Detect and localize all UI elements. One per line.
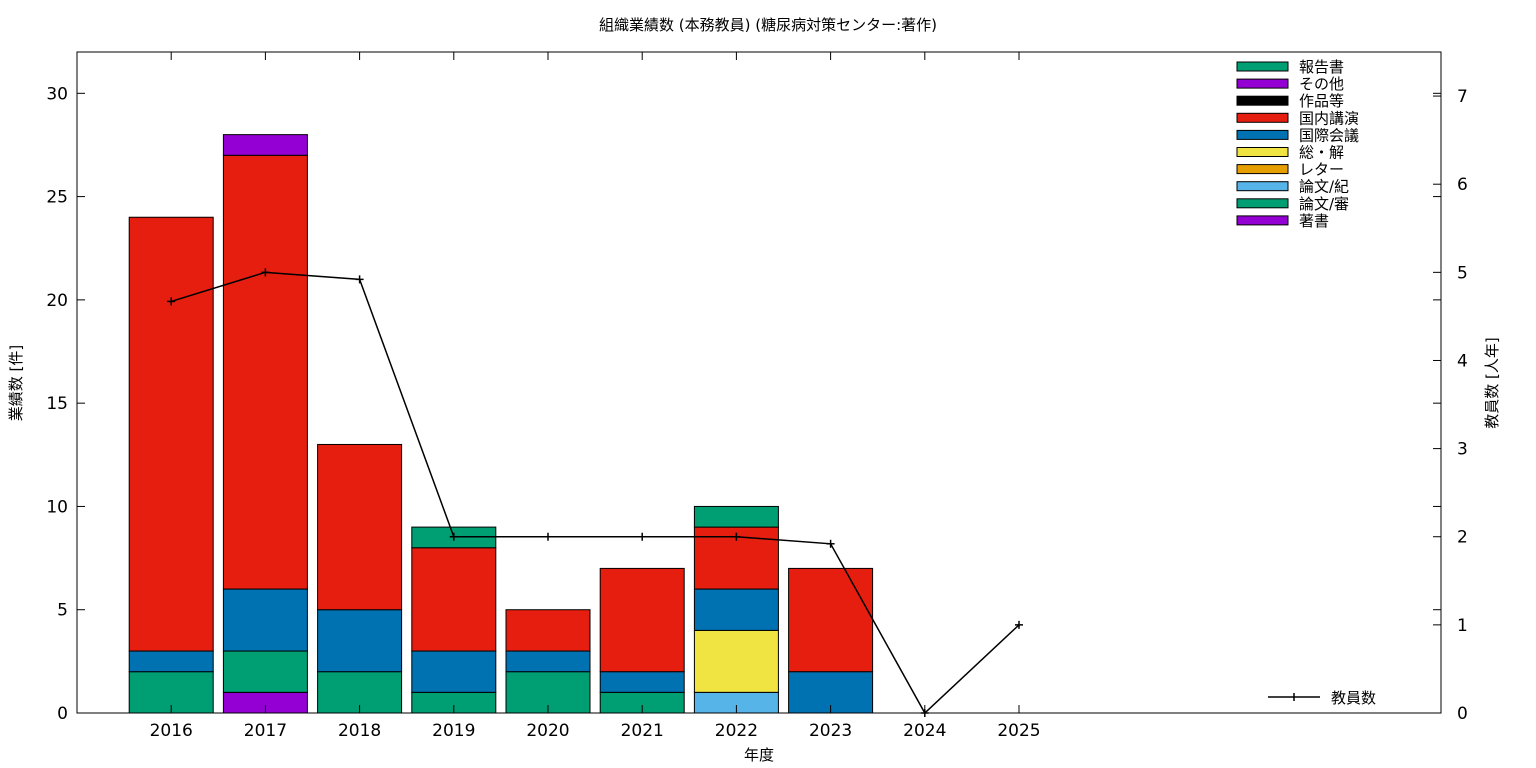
chart-title: 組織業績数 (本務教員) (糖尿病対策センター:著作) [599,16,937,34]
y2-tick-label: 0 [1457,704,1468,724]
y-tick-label: 30 [46,84,68,104]
legend-label: その他 [1299,75,1344,93]
y2-tick-label: 4 [1457,351,1468,371]
legend-label: 報告書 [1299,58,1344,76]
y2-tick-label: 3 [1457,440,1468,460]
bar-segment [693,588,779,631]
x-tick-label: 2025 [997,721,1040,741]
legend-swatch [1236,95,1289,106]
legend-swatch [1236,78,1289,89]
bar-segment [599,567,685,673]
x-tick-label: 2020 [526,721,569,741]
y-tick-label: 25 [46,188,68,208]
legend-label: 著書 [1299,212,1329,230]
bar-segment [411,650,497,693]
legend-swatch [1236,198,1289,209]
y-tick-label: 0 [57,704,68,724]
bar-segment [693,505,779,528]
bar-segment [693,629,779,693]
legend-swatch [1236,147,1289,157]
legend-swatch [1236,61,1289,72]
legend-label: 作品等 [1299,92,1344,110]
legend-label: 総・解 [1299,144,1344,162]
y2-tick-label: 5 [1457,263,1468,283]
x-tick-label: 2023 [809,721,852,741]
legend-label: 国内講演 [1299,109,1359,127]
bars-group [128,134,874,714]
bar-segment [222,650,308,693]
bar-segment [788,567,874,673]
legend-label: レター [1299,161,1344,179]
y2-tick-label: 6 [1457,175,1468,195]
x-tick-label: 2018 [338,721,381,741]
x-tick-label: 2024 [903,721,946,741]
line-legend-label: 教員数 [1331,689,1376,707]
bar-segment [317,443,403,611]
y-tick-label: 10 [46,497,68,517]
legend-swatch [1236,112,1289,123]
y2-axis-label: 教員数 [人年] [1483,337,1501,428]
y-axis-label: 業績数 [件] [7,345,25,421]
bar-segment [222,154,308,590]
bar-segment [222,134,308,156]
bar-segment [505,650,591,673]
bar-segment [505,609,591,652]
x-axis-label: 年度 [744,746,774,764]
legend-swatch [1236,215,1289,226]
y2-tick-label: 1 [1457,616,1468,636]
bar-segment [599,671,685,693]
y2-tick-label: 7 [1457,87,1468,107]
bar-segment [128,650,214,673]
line-series-path [170,271,1020,715]
legend-swatch [1236,129,1289,140]
x-tick-label: 2017 [244,721,287,741]
y-tick-label: 20 [46,291,68,311]
bar-segment [222,588,308,652]
bar-segment [317,609,403,673]
x-tick-label: 2016 [150,721,193,741]
line-legend: 教員数 [1268,689,1376,707]
y2-tick-label: 2 [1457,528,1468,548]
x-tick-label: 2022 [715,721,758,741]
y-tick-label: 15 [46,394,68,414]
legend-label: 論文/紀 [1299,178,1349,196]
bar-segment [128,216,214,652]
x-tick-label: 2019 [432,721,475,741]
legend-swatch [1236,164,1289,175]
bar-segment [411,547,497,652]
y-tick-label: 5 [57,601,68,621]
legend-label: 論文/審 [1299,195,1349,213]
legend-label: 国際会議 [1299,126,1359,144]
x-tick-label: 2021 [621,721,664,741]
legend-swatch [1236,181,1289,192]
